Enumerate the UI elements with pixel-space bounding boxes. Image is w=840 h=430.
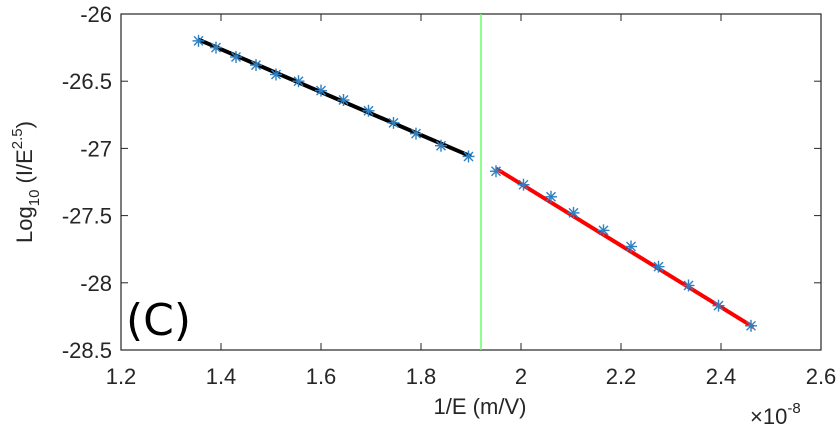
- x-tick-label: 1.2: [106, 364, 137, 389]
- data-point: [745, 319, 757, 332]
- y-axis-label: Log10 (I/E2.5): [9, 121, 43, 243]
- data-points: [192, 34, 757, 332]
- y-tick-label: -26.5: [62, 69, 112, 94]
- x-tick-label: 2: [515, 364, 527, 389]
- y-tick-label: -28: [80, 271, 112, 296]
- data-point: [315, 84, 327, 97]
- data-point: [597, 224, 610, 237]
- panel-label: (C): [126, 295, 191, 346]
- data-point: [545, 190, 557, 203]
- y-tick-label: -27: [80, 136, 112, 161]
- y-tick-label: -27.5: [62, 204, 112, 229]
- data-point: [462, 150, 475, 163]
- y-tick-label: -26: [80, 2, 112, 27]
- data-point: [192, 34, 205, 47]
- y-label-superscript: 2.5: [9, 128, 26, 149]
- x-tick-label: 1.6: [306, 364, 337, 389]
- x-axis-label: 1/E (m/V): [434, 394, 527, 419]
- x-tick-label: 1.8: [406, 364, 437, 389]
- fit-line-left: [197, 37, 472, 159]
- data-point: [410, 127, 422, 140]
- data-point: [210, 41, 222, 54]
- data-point: [435, 139, 447, 152]
- x-tick-label: 1.4: [206, 364, 237, 389]
- y-ticks: -26 -26.5 -27 -27.5 -28 -28.5: [62, 2, 821, 363]
- x-axis-exponent: ×10-8: [750, 400, 801, 429]
- data-point: [387, 116, 400, 129]
- plot-frame: [120, 13, 822, 351]
- x-exponent-power: -8: [787, 400, 800, 417]
- x-tick-label: 2.4: [706, 364, 737, 389]
- data-point: [337, 94, 350, 107]
- data-point: [362, 104, 375, 117]
- y-label-subscript: 10: [26, 190, 43, 207]
- data-point: [270, 68, 282, 81]
- data-point: [517, 178, 530, 191]
- y-tick-label: -28.5: [62, 338, 112, 363]
- data-point: [567, 206, 580, 219]
- data-point: [230, 51, 242, 64]
- x-tick-label: 2.6: [806, 364, 837, 389]
- y-label-base: Log: [12, 206, 37, 243]
- x-exponent-base: ×10: [750, 404, 787, 429]
- fit-line-right: [494, 166, 755, 329]
- data-point: [682, 279, 695, 292]
- data-point: [652, 260, 665, 273]
- data-point: [625, 240, 637, 253]
- data-point: [490, 165, 502, 178]
- data-point: [250, 59, 262, 72]
- data-point: [292, 75, 305, 88]
- y-label-paren-open: (I/E: [12, 149, 37, 189]
- x-ticks: 1.2 1.4 1.6 1.8 2 2.2 2.4 2.6: [106, 14, 837, 389]
- x-tick-label: 2.2: [606, 364, 637, 389]
- y-label-paren-close: ): [12, 121, 37, 128]
- data-point: [712, 299, 725, 312]
